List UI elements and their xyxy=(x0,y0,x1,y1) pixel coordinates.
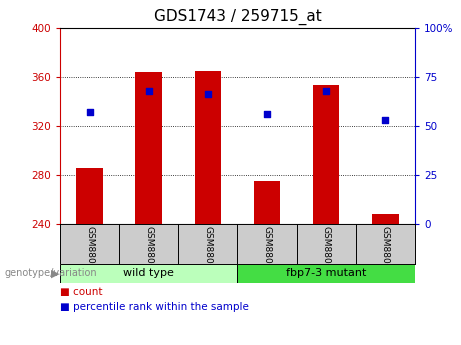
Bar xyxy=(372,214,399,224)
Bar xyxy=(254,181,280,224)
Text: GSM88043: GSM88043 xyxy=(85,226,94,275)
Bar xyxy=(76,168,103,224)
Point xyxy=(204,92,212,97)
FancyBboxPatch shape xyxy=(60,264,237,283)
Point xyxy=(382,117,389,123)
Point xyxy=(322,88,330,93)
FancyBboxPatch shape xyxy=(237,264,415,283)
Bar xyxy=(195,71,221,224)
Text: genotype/variation: genotype/variation xyxy=(5,268,97,278)
Text: GSM88044: GSM88044 xyxy=(144,226,153,275)
Bar xyxy=(136,72,162,224)
Title: GDS1743 / 259715_at: GDS1743 / 259715_at xyxy=(154,9,321,25)
Bar xyxy=(313,85,339,224)
Text: fbp7-3 mutant: fbp7-3 mutant xyxy=(286,268,366,278)
Text: GSM88052: GSM88052 xyxy=(262,226,272,275)
Text: ■ count: ■ count xyxy=(60,287,102,296)
Text: GSM88054: GSM88054 xyxy=(381,226,390,275)
Point xyxy=(86,109,93,115)
Text: GSM88045: GSM88045 xyxy=(203,226,213,275)
Text: wild type: wild type xyxy=(123,268,174,278)
Text: ■ percentile rank within the sample: ■ percentile rank within the sample xyxy=(60,302,249,312)
Point xyxy=(263,111,271,117)
Point xyxy=(145,88,152,93)
Text: ▶: ▶ xyxy=(51,268,59,278)
Text: GSM88053: GSM88053 xyxy=(322,226,331,276)
